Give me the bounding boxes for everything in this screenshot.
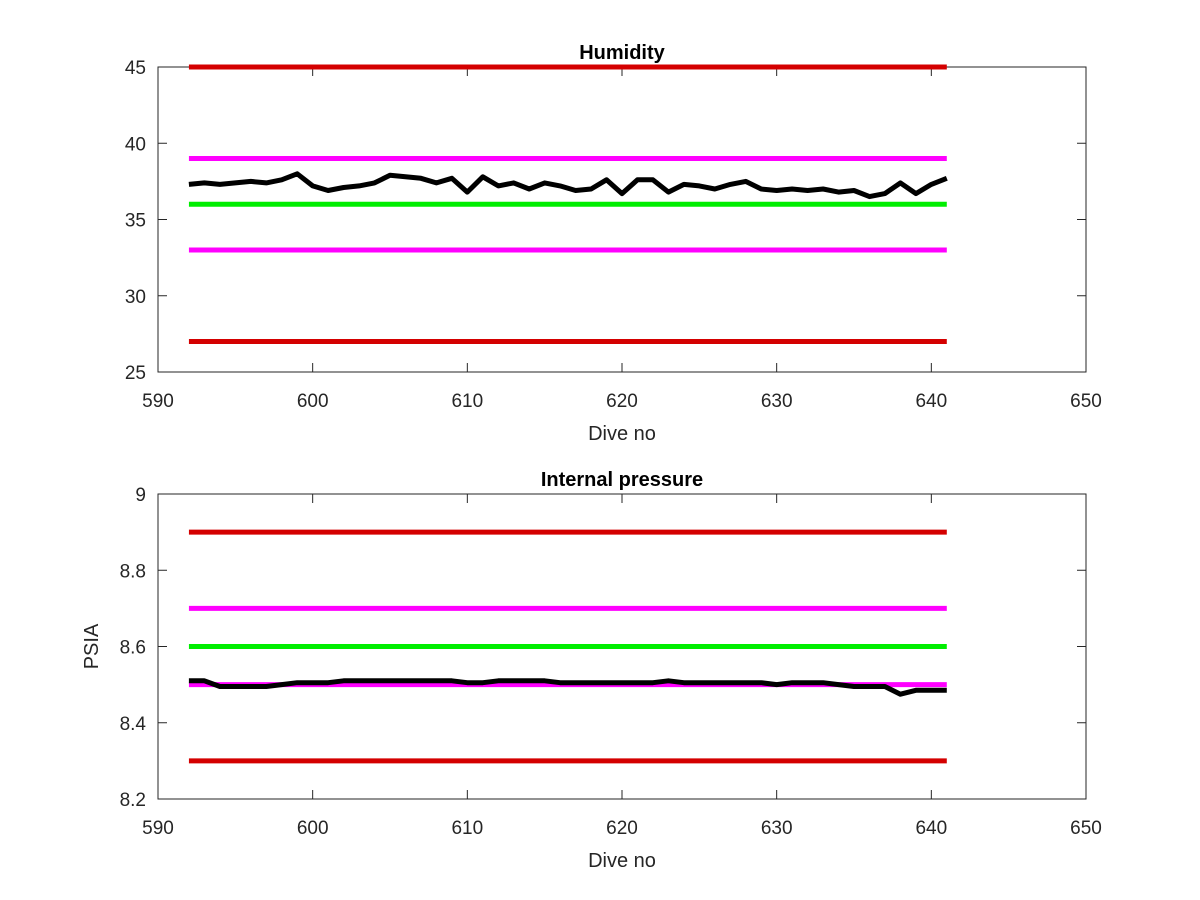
plot-0-x-tick-label: 620 [606,391,638,412]
plot-0-title: Humidity [579,42,665,64]
plot-1-y-tick-label: 8.2 [120,790,146,811]
plot-0-x-tick-label: 630 [761,391,793,412]
plot-1-y-tick-label: 8.6 [120,638,146,659]
plot-1-series-line [188,678,947,697]
plot-1-x-tick-label: 630 [761,818,793,839]
plot-0-axes-box [157,66,1087,373]
plot-1-x-tick-label: 650 [1070,818,1102,839]
plot-0-x-axis-label: Dive no [588,423,656,445]
plot-1-x-tick-label: 590 [142,818,174,839]
plot-0-y-tick-label: 25 [125,363,146,384]
plot-1-y-tick-label: 8.8 [120,561,146,582]
plot-1-x-tick-label: 600 [297,818,329,839]
internal-pressure-plot: 590 600 610 620 630 640 650 8.2 8.4 8.6 8.8 9 Intern… [81,469,1102,872]
plot-0-x-tick-label: 590 [142,391,174,412]
plot-0-y-tick-label: 30 [125,287,146,308]
plot-1-x-axis-label: Dive no [588,850,656,872]
plot-1-y-tick-label: 8.4 [120,714,147,735]
humidity-plot: 590 600 610 620 630 640 650 25 30 35 40 45 Humidity D… [125,42,1102,445]
plot-1-title: Internal pressure [541,469,703,491]
plot-0-x-tick-label: 640 [915,391,947,412]
plot-1-x-tick-label: 610 [451,818,483,839]
plot-1-x-tick-label: 620 [606,818,638,839]
plot-0-y-tick-label: 40 [125,134,146,155]
plot-0-y-tick-label: 35 [125,211,146,232]
plot-1-y-axis-label: PSIA [81,623,103,669]
plot-0-y-tick-label: 45 [125,58,146,79]
plot-0-x-tick-label: 610 [451,391,483,412]
plot-0-x-tick-label: 600 [297,391,329,412]
plot-1-y-tick-label: 9 [135,485,146,506]
plot-1-x-tick-label: 640 [915,818,947,839]
plot-0-x-tick-label: 650 [1070,391,1102,412]
plot-0-series-line [188,171,948,200]
